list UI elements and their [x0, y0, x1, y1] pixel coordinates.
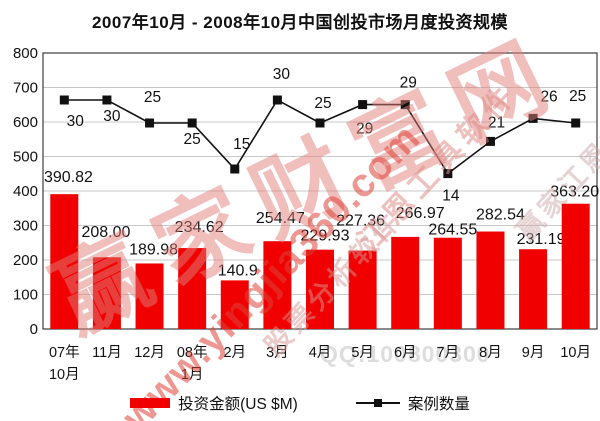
line-value-label: 15 [233, 136, 250, 153]
x-tick-label: 12月 [134, 345, 165, 361]
line-value-label: 14 [442, 188, 460, 205]
bar [519, 249, 548, 329]
line-marker [443, 169, 453, 179]
bar [433, 237, 462, 329]
y-tick-label: 400 [13, 183, 38, 200]
bar [348, 250, 377, 329]
bar-value-label: 208.00 [81, 224, 130, 241]
bar [135, 263, 164, 329]
x-tick-label: 6月 [394, 345, 417, 361]
x-tick-label: 9月 [522, 345, 545, 361]
x-tick-label: 7月 [437, 345, 460, 361]
legend-item-cases: 案例数量 [355, 392, 470, 414]
line-value-label: 30 [273, 66, 291, 83]
y-tick-label: 700 [13, 80, 38, 97]
line-value-label: 25 [144, 89, 161, 106]
x-tick-label: 3月 [266, 345, 289, 361]
x-tick-label: 4月 [309, 345, 332, 361]
y-tick-label: 200 [13, 252, 38, 269]
line-marker [272, 95, 282, 105]
bar [220, 280, 249, 329]
x-tick-label: 8月 [479, 345, 502, 361]
bar-value-label: 254.47 [256, 210, 305, 227]
bar-value-label: 363.20 [550, 184, 599, 201]
bar [306, 249, 334, 329]
bar-value-label: 189.98 [129, 241, 178, 258]
line-value-label: 26 [540, 88, 557, 105]
line-marker [528, 113, 538, 123]
y-tick-label: 500 [13, 149, 38, 166]
bar-value-label: 264.55 [428, 222, 477, 239]
bar-series-swatch-icon [130, 398, 171, 408]
bar-value-label: 282.54 [476, 207, 525, 224]
bar [178, 248, 207, 329]
chart-title: 2007年10月 - 2008年10月中国创投市场月度投资规模 [91, 13, 509, 32]
line-value-label: 21 [488, 114, 505, 131]
line-marker [59, 95, 69, 105]
y-tick-label: 300 [13, 218, 38, 235]
x-tick-label: 10月 [560, 345, 591, 361]
bar-value-label: 229.93 [301, 228, 350, 245]
x-tick-label: 07年 [49, 344, 80, 361]
bar-value-label: 140.9 [218, 262, 258, 279]
line-marker [230, 164, 240, 174]
line-series-label: 案例数量 [407, 396, 470, 413]
x-tick-label: 2月 [223, 345, 246, 361]
line-marker [187, 118, 197, 128]
x-tick-label: 1月 [181, 367, 204, 383]
line-value-label: 29 [356, 121, 373, 138]
line-value-label: 25 [569, 88, 586, 105]
line-marker [145, 118, 155, 128]
line-value-label: 30 [103, 108, 121, 125]
bar [92, 257, 121, 329]
line-marker [485, 136, 495, 146]
y-tick-label: 100 [13, 287, 38, 304]
line-value-label: 25 [184, 131, 201, 148]
bar [561, 203, 590, 329]
bar-value-label: 231.19 [517, 231, 566, 248]
line-series-swatch-icon [355, 399, 400, 407]
line-marker-icon [373, 399, 382, 407]
legend-item-investment: 投资金额(US $M) [130, 392, 298, 414]
bar-value-label: 234.62 [175, 219, 224, 236]
line-marker [358, 100, 368, 110]
y-tick-label: 600 [13, 114, 38, 131]
line-marker [102, 95, 112, 105]
legend: 投资金额(US $M) 案例数量 [0, 392, 600, 414]
x-tick-label: 10月 [49, 367, 80, 383]
bar [263, 241, 292, 329]
line-marker [315, 118, 325, 128]
bar [391, 236, 420, 329]
bar [476, 231, 505, 329]
watermark-qq-text: QQ:100800300 [320, 341, 491, 367]
x-tick-label: 11月 [92, 345, 122, 361]
bar-series-label: 投资金额(US $M) [178, 396, 298, 413]
x-tick-label: 08年 [177, 344, 208, 361]
y-tick-label: 800 [13, 45, 38, 62]
bar [50, 194, 79, 329]
bar-value-label: 227.36 [336, 213, 385, 230]
line-value-label: 30 [67, 113, 85, 130]
line-marker [400, 100, 410, 110]
bar-value-label: 390.82 [44, 169, 93, 186]
line-value-label: 29 [400, 75, 417, 92]
x-tick-label: 5月 [351, 345, 374, 361]
line-value-label: 25 [314, 95, 331, 112]
bar-value-label: 266.97 [396, 205, 445, 222]
line-marker [571, 118, 581, 128]
y-tick-label: 0 [30, 321, 38, 338]
